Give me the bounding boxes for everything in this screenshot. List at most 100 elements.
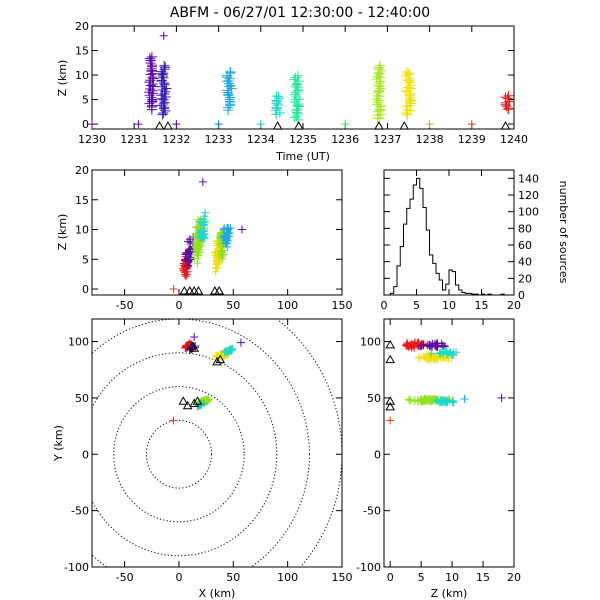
x-height-cluster-2-point <box>192 223 201 232</box>
burst-4-point <box>290 81 301 92</box>
time-height-x-tick-label-9: 1239 <box>458 133 486 146</box>
time-height-extra-point-8 <box>467 120 476 129</box>
burst-5-point <box>372 71 383 82</box>
range-ring-2 <box>92 352 278 557</box>
plan-view-x-tick-label-2: 50 <box>226 571 240 584</box>
x-height-cluster-2-point <box>192 248 201 257</box>
time-height-points <box>88 31 515 130</box>
x-height-station-3 <box>193 286 204 295</box>
x-height-y-tick-label-0: 0 <box>82 283 89 296</box>
histogram-y-tick-label-0: 0 <box>518 289 525 302</box>
plan-view-station-5 <box>187 341 197 350</box>
burst-5-point <box>374 60 385 71</box>
x-height-extra-point-0 <box>198 177 207 186</box>
burst-4-point <box>292 70 303 81</box>
x-height-y-tick-label-3: 15 <box>75 194 89 207</box>
plan-view-extra-point-1 <box>169 416 178 425</box>
time-height-panel: 1230 1231 1232 1233 1234 1235 1236 1237 1238 1239… <box>56 20 528 163</box>
range-ring-1 <box>113 386 245 523</box>
burst-5-point <box>373 106 384 117</box>
x-height-cluster-0-point <box>181 272 190 281</box>
burst-0-point <box>146 51 157 62</box>
plan-view-axis-ticks: -50 0 50 100 150 -100 -50 0 50 100 <box>64 319 353 584</box>
plan-view-points <box>92 319 342 567</box>
histogram-y-tick-label-3: 60 <box>518 239 532 252</box>
x-height-x-tick-label-0: -50 <box>116 299 134 312</box>
time-height-y-tick-label-1: 5 <box>82 94 89 107</box>
burst-1-point <box>160 62 171 73</box>
burst-5-point <box>374 78 385 89</box>
z-y-station-2 <box>385 396 396 405</box>
x-height-extra-point-1 <box>169 285 178 294</box>
histogram-x-tick-label-0: 0 <box>381 299 388 312</box>
burst-3-point <box>270 105 281 116</box>
z-y-x-tick-label-4: 20 <box>507 571 521 584</box>
x-height-extra-point-2 <box>238 225 246 234</box>
x-height-cluster-3-point <box>199 234 208 243</box>
plan-view-xlabel: X (km) <box>199 587 236 600</box>
x-height-cluster-6-point <box>222 228 231 237</box>
x-height-cluster-3-point <box>201 208 210 217</box>
z-y-x-tick-label-0: 0 <box>387 571 394 584</box>
z-y-y-tick-label-4: 100 <box>360 336 381 349</box>
burst-1-point <box>157 69 168 80</box>
burst-6-point <box>404 68 415 79</box>
z-y-frame <box>383 318 515 568</box>
time-height-x-tick-label-1: 1231 <box>120 133 148 146</box>
burst-1-point <box>159 60 170 71</box>
plan-view-x-tick-label-4: 150 <box>332 571 353 584</box>
plan-view-x-tick-label-1: 0 <box>175 571 182 584</box>
burst-0-point <box>144 53 155 64</box>
x-height-y-tick-label-4: 20 <box>75 164 89 177</box>
time-height-axis-ticks: 1230 1231 1232 1233 1234 1235 1236 1237 1238 1239… <box>75 20 528 146</box>
plan-view-y-tick-label-2: 0 <box>82 448 89 461</box>
plan-view-station-4 <box>189 343 200 352</box>
histogram-y-tick-label-2: 40 <box>518 256 532 269</box>
burst-3-point <box>273 91 284 102</box>
z-y-cluster-2-point <box>430 353 439 362</box>
histogram-y-tick-label-7: 140 <box>518 172 539 185</box>
z-y-extra-point-2 <box>460 395 469 404</box>
burst-7-point <box>502 93 513 104</box>
z-y-x-tick-label-3: 15 <box>476 571 490 584</box>
x-height-cluster-6-point <box>223 243 232 252</box>
z-y-cluster-4-point <box>410 395 419 404</box>
plan-view-y-tick-label-0: -100 <box>64 561 89 574</box>
x-height-ylabel: Z (km) <box>56 214 69 251</box>
time-height-extra-point-2 <box>134 120 143 129</box>
burst-4-point <box>291 105 302 116</box>
time-height-station-3 <box>293 121 304 130</box>
z-y-xlabel: Z (km) <box>431 587 468 600</box>
burst-1-point <box>159 78 170 89</box>
x-height-cluster-5-point <box>219 250 228 259</box>
burst-1-point <box>158 107 169 118</box>
histogram-steps <box>384 177 514 296</box>
time-height-x-tick-label-10: 1240 <box>500 133 528 146</box>
x-height-cluster-6-point <box>224 229 233 238</box>
x-height-axis-ticks: -50 0 50 100 150 0 5 10 15 20 <box>75 164 353 312</box>
histogram-x-tick-label-3: 15 <box>475 299 489 312</box>
z-y-cluster-2-point <box>420 353 429 362</box>
x-height-x-tick-label-3: 100 <box>277 299 298 312</box>
burst-1-point <box>158 68 169 79</box>
x-height-station-5 <box>214 286 225 295</box>
time-height-x-tick-label-0: 1230 <box>78 133 106 146</box>
x-height-y-tick-label-2: 10 <box>75 224 89 237</box>
burst-5-point <box>373 80 384 91</box>
time-height-x-tick-label-6: 1236 <box>331 133 359 146</box>
x-height-cluster-3-point <box>199 220 208 229</box>
burst-1-point <box>159 88 170 99</box>
burst-1-point <box>156 75 167 86</box>
time-height-station-1 <box>163 121 173 130</box>
histogram-y-tick-label-4: 80 <box>518 222 532 235</box>
burst-4-point <box>291 92 302 103</box>
histogram-step-line <box>384 177 514 296</box>
time-height-xlabel: Time (UT) <box>275 150 330 163</box>
histogram-x-tick-label-2: 10 <box>442 299 456 312</box>
x-height-y-tick-label-1: 5 <box>82 253 89 266</box>
z-y-cluster-0-point <box>418 340 427 349</box>
z-y-cluster-5-point <box>437 397 446 406</box>
z-y-cluster-0-point <box>405 341 414 350</box>
